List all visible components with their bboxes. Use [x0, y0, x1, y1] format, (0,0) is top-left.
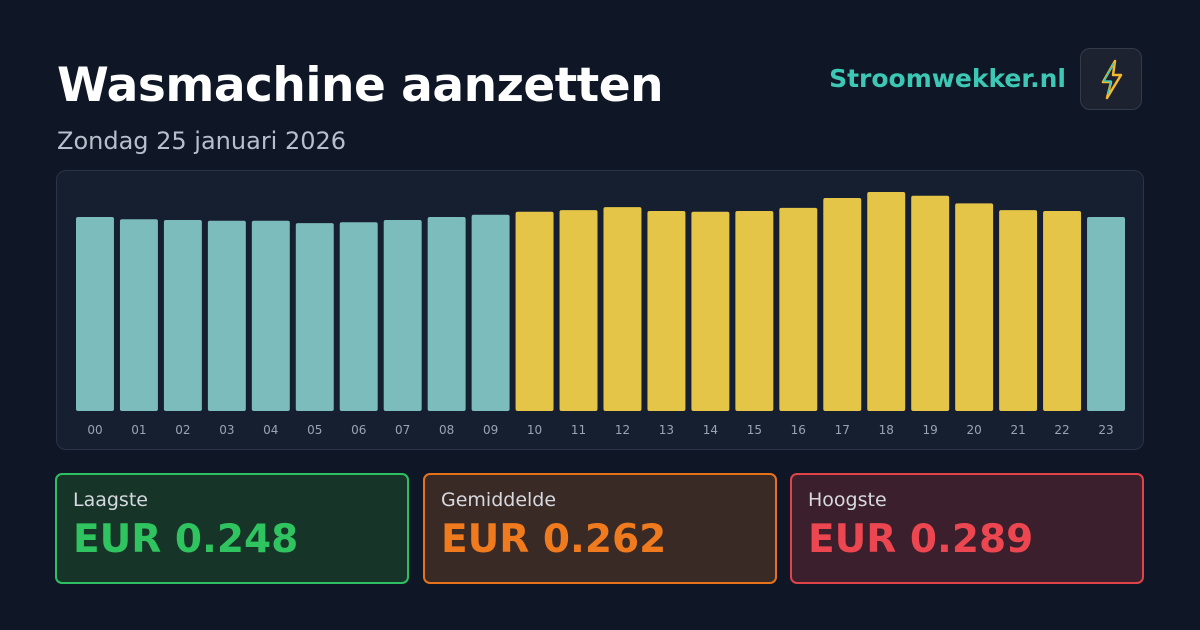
stat-label: Hoogste [808, 489, 887, 511]
stat-value: EUR 0.248 [73, 517, 299, 562]
stat-label: Gemiddelde [441, 489, 557, 511]
x-tick-label: 12 [615, 423, 630, 437]
x-tick-label: 19 [923, 423, 938, 437]
x-tick-label: 22 [1054, 423, 1069, 437]
x-tick-label: 18 [879, 423, 894, 437]
bar [691, 211, 730, 411]
x-tick-label: 04 [263, 423, 278, 437]
stat-value: EUR 0.262 [441, 517, 667, 562]
bar [647, 210, 686, 411]
title: Wasmachine aanzetten [57, 58, 664, 113]
bar [867, 192, 906, 411]
x-tick-label: 09 [483, 423, 498, 437]
bar [339, 222, 378, 411]
x-tick-label: 11 [571, 423, 586, 437]
logo-icon [1101, 59, 1123, 100]
x-tick-label: 20 [967, 423, 982, 437]
bar [295, 223, 334, 411]
x-tick-label: 05 [307, 423, 322, 437]
subtitle: Zondag 25 januari 2026 [57, 127, 347, 155]
x-tick-label: 13 [659, 423, 674, 437]
bar [207, 220, 246, 411]
stat-label: Laagste [73, 489, 148, 511]
x-tick-label: 21 [1010, 423, 1025, 437]
bar [955, 203, 994, 411]
bar [823, 198, 862, 411]
stat-card: Laagste EUR 0.248 [55, 473, 409, 584]
bar [1087, 217, 1125, 411]
bar [383, 220, 422, 411]
bar [251, 220, 290, 411]
bar [779, 207, 818, 411]
bar [1043, 210, 1082, 411]
bar [76, 217, 114, 411]
x-tick-label: 08 [439, 423, 454, 437]
x-tick-label: 15 [747, 423, 762, 437]
x-tick-label: 01 [131, 423, 146, 437]
chart: 00 01 02 03 04 05 06 07 08 09 10 11 12 13 14 15 16 17 18 19… [76, 192, 1125, 437]
bar [735, 210, 774, 411]
stat-card: Gemiddelde EUR 0.262 [423, 473, 777, 584]
bar [119, 219, 158, 411]
stat-card: Hoogste EUR 0.289 [790, 473, 1144, 584]
x-tick-label: 17 [835, 423, 850, 437]
brand: Stroomwekker.nl [829, 64, 1066, 93]
bar [559, 210, 598, 411]
bar [163, 220, 202, 411]
bar [911, 195, 950, 411]
x-tick-label: 07 [395, 423, 410, 437]
chart-panel: 00 01 02 03 04 05 06 07 08 09 10 11 12 13 14 15 16 17 18 19… [56, 170, 1144, 450]
bar [603, 207, 642, 411]
bar [515, 211, 554, 411]
bar [427, 217, 466, 411]
x-tick-label: 02 [175, 423, 190, 437]
logo [1080, 48, 1142, 110]
x-tick-label: 00 [87, 423, 102, 437]
bar [999, 210, 1038, 411]
bar [471, 214, 510, 411]
x-tick-label: 23 [1098, 423, 1113, 437]
x-tick-label: 03 [219, 423, 234, 437]
x-tick-label: 16 [791, 423, 806, 437]
stat-value: EUR 0.289 [808, 517, 1034, 562]
x-tick-label: 06 [351, 423, 366, 437]
x-tick-label: 14 [703, 423, 718, 437]
x-tick-label: 10 [527, 423, 542, 437]
